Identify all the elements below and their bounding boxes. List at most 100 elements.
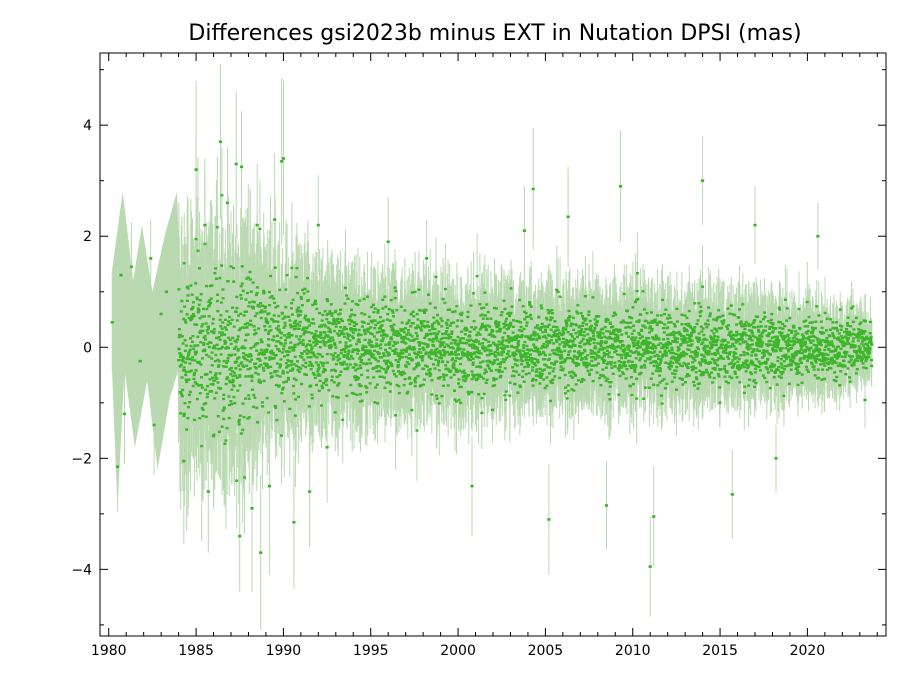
data-point xyxy=(293,345,297,348)
data-point xyxy=(247,355,250,358)
data-point xyxy=(289,363,293,367)
data-point xyxy=(286,378,290,381)
data-point xyxy=(210,364,214,367)
data-point xyxy=(249,347,253,350)
data-point xyxy=(183,339,187,342)
data-point xyxy=(218,331,222,334)
data-point xyxy=(247,416,251,419)
data-point xyxy=(286,376,290,380)
data-point xyxy=(224,341,228,344)
data-point xyxy=(233,339,237,342)
data-point xyxy=(289,326,293,329)
data-point xyxy=(251,281,255,284)
data-point xyxy=(267,411,271,414)
data-point xyxy=(272,338,275,342)
data-point xyxy=(218,276,222,280)
data-point xyxy=(264,357,268,360)
data-point xyxy=(203,349,207,353)
data-point xyxy=(213,374,217,377)
data-point xyxy=(219,325,223,328)
data-point xyxy=(235,479,239,482)
data-point xyxy=(238,374,242,377)
data-point xyxy=(259,348,263,352)
data-point xyxy=(198,299,202,302)
data-point xyxy=(262,353,266,356)
data-point xyxy=(201,329,205,332)
data-point xyxy=(194,353,197,356)
data-point xyxy=(295,267,299,270)
data-point xyxy=(236,347,240,351)
data-point xyxy=(230,403,234,406)
data-point xyxy=(248,301,251,304)
data-point xyxy=(217,360,221,363)
data-point xyxy=(209,297,213,300)
data-point xyxy=(202,341,206,345)
data-point xyxy=(286,371,290,374)
data-point xyxy=(223,339,227,342)
data-point xyxy=(186,294,190,297)
data-point xyxy=(201,323,205,326)
data-point xyxy=(269,365,273,368)
data-point xyxy=(292,377,296,380)
data-point xyxy=(216,365,220,368)
data-point xyxy=(228,403,231,407)
data-point xyxy=(244,333,248,337)
data-point xyxy=(301,288,305,292)
data-point xyxy=(228,338,232,341)
data-point xyxy=(253,314,257,318)
data-point xyxy=(299,341,303,344)
data-point xyxy=(276,304,280,308)
data-point xyxy=(275,340,279,343)
data-point xyxy=(229,373,233,376)
data-point xyxy=(183,402,187,405)
data-point xyxy=(244,375,248,378)
data-point xyxy=(213,272,217,275)
data-point xyxy=(196,335,200,338)
data-point xyxy=(284,362,288,365)
data-point xyxy=(223,333,227,336)
data-point xyxy=(179,412,183,415)
data-point xyxy=(248,360,252,363)
data-point xyxy=(214,372,218,375)
data-point xyxy=(220,194,224,197)
data-point xyxy=(252,325,256,328)
data-point xyxy=(274,406,278,409)
data-point xyxy=(258,359,262,362)
data-point xyxy=(294,398,298,401)
data-point xyxy=(205,353,209,357)
data-point xyxy=(223,318,227,321)
data-point xyxy=(229,400,233,403)
data-point xyxy=(283,334,287,337)
data-point xyxy=(282,372,286,375)
data-point xyxy=(228,368,232,371)
data-point xyxy=(213,379,217,382)
data-point xyxy=(240,265,244,268)
data-point xyxy=(238,384,242,387)
data-point xyxy=(241,289,245,293)
data-point xyxy=(179,310,183,313)
data-point xyxy=(212,331,216,334)
data-point xyxy=(238,368,242,371)
data-point xyxy=(250,358,254,361)
data-point xyxy=(260,310,264,314)
data-point xyxy=(243,357,247,361)
data-point xyxy=(185,380,189,384)
data-point xyxy=(281,386,285,390)
data-point xyxy=(229,366,233,370)
data-point xyxy=(248,270,252,274)
data-point xyxy=(257,327,261,330)
data-point xyxy=(287,359,291,363)
data-point xyxy=(237,328,241,332)
data-point xyxy=(288,346,292,349)
data-point xyxy=(303,373,307,376)
data-point xyxy=(232,385,236,388)
data-point xyxy=(294,364,298,368)
data-point xyxy=(206,325,210,328)
data-point xyxy=(192,347,196,350)
data-point xyxy=(283,324,287,327)
data-point xyxy=(200,376,203,379)
data-point xyxy=(241,345,245,348)
data-point xyxy=(196,344,200,347)
data-point xyxy=(274,306,278,309)
data-point xyxy=(264,350,268,353)
